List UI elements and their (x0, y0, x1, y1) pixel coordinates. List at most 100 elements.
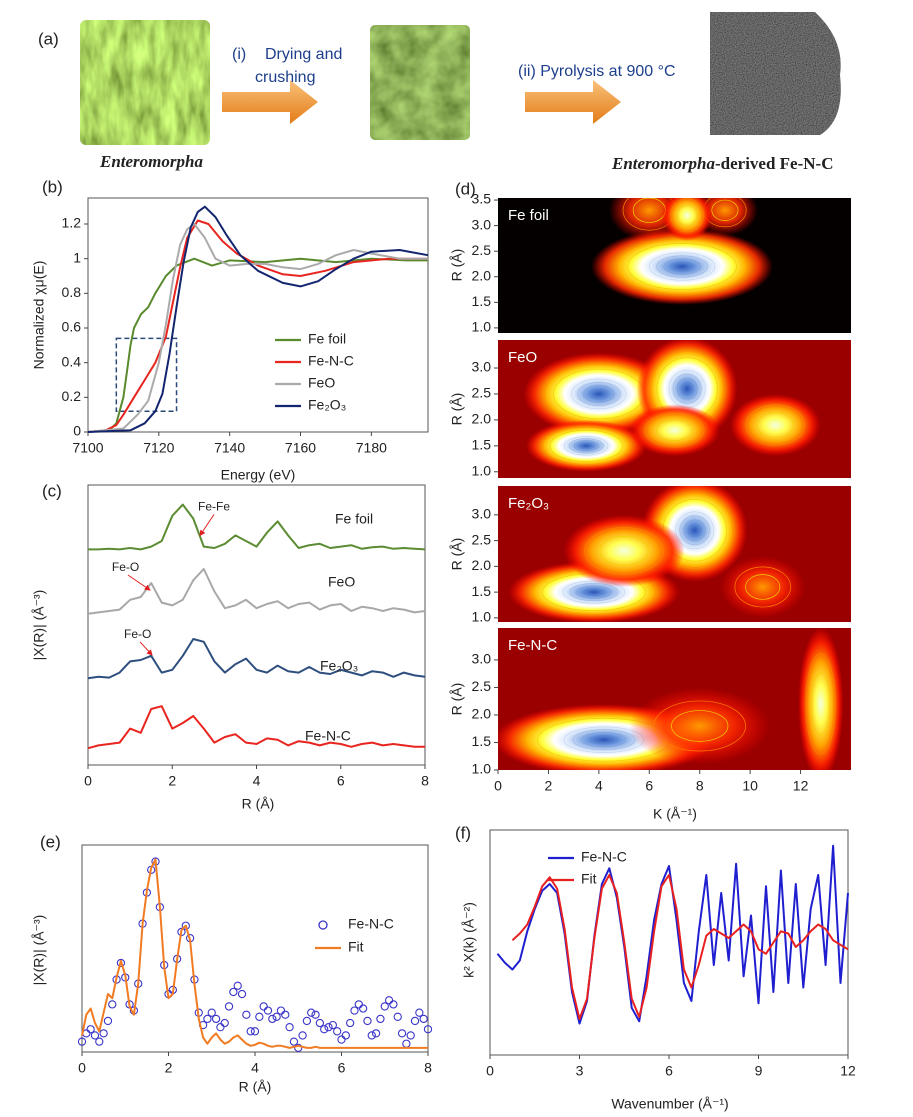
x-tick-label: 2 (545, 778, 553, 794)
data-point (315, 1018, 325, 1028)
data-point (320, 1025, 329, 1034)
contour-line (671, 710, 729, 742)
data-point (77, 1037, 87, 1046)
contour-line (549, 429, 623, 462)
step-text: (ii) Pyrolysis at 900 °C (518, 63, 676, 80)
panel-label: (b) (42, 177, 63, 196)
data-point (324, 1023, 333, 1032)
data-point (402, 1039, 411, 1048)
wavelet-peak (591, 228, 773, 305)
y-tick-label: 1.2 (62, 215, 82, 231)
x-axis-label: Energy (eV) (221, 467, 296, 483)
contour-line (811, 672, 831, 736)
y-tick-label: 1.0 (472, 319, 492, 335)
y-axis-label: |X(R)| (Å⁻³) (31, 590, 47, 661)
contour-line (734, 566, 791, 608)
contour-line (653, 700, 746, 752)
x-tick-label: 9 (755, 1063, 763, 1079)
series-line (87, 219, 428, 433)
y-tick-label: 1.5 (472, 733, 492, 749)
series-line (81, 858, 428, 1049)
contour-line (627, 243, 737, 290)
data-point (328, 1020, 337, 1030)
y-axis-label: Normalized χμ(E) (31, 261, 47, 370)
x-tick-label: 7140 (214, 440, 245, 456)
wavelet-map (523, 340, 821, 472)
contour-line (649, 252, 716, 281)
series-label: Fe foil (335, 511, 373, 527)
y-axis-label: |X(R)| (Å⁻³) (31, 915, 47, 986)
y-tick-label: 3.0 (472, 506, 492, 522)
series-line (88, 503, 426, 551)
wavelet-peak (523, 352, 675, 436)
annotation: Fe-O (124, 627, 151, 641)
data-point (86, 1025, 95, 1034)
contour-line (745, 404, 806, 446)
panel-label: (e) (40, 832, 61, 851)
data-point (211, 1014, 221, 1024)
data-point (415, 1008, 424, 1017)
contour-line (655, 419, 694, 441)
data-point (259, 1002, 268, 1011)
x-tick-label: 8 (424, 1060, 432, 1076)
data-point (423, 1025, 433, 1034)
x-tick-label: 7160 (285, 440, 316, 456)
y-tick-label: 2.5 (472, 678, 492, 694)
step-number: (i) (232, 46, 246, 63)
y-axis-label: R (Å) (449, 538, 465, 571)
contour-line (711, 199, 739, 221)
series-line (87, 257, 428, 433)
y-tick-label: 2.5 (472, 385, 492, 401)
x-tick-label: 7100 (72, 440, 103, 456)
y-tick-label: 0 (73, 423, 81, 439)
contour-line (679, 515, 710, 546)
data-point (371, 1029, 381, 1038)
photo-algae (80, 20, 210, 145)
x-tick-label: 10 (742, 778, 758, 794)
y-axis-label: k² X(k) (Å⁻²) (461, 902, 477, 978)
series-label: Fe-N-C (305, 728, 351, 744)
contour-line (756, 412, 794, 438)
data-point (272, 1012, 281, 1021)
data-point (103, 1016, 113, 1026)
x-tick-label: 7120 (143, 440, 174, 456)
y-tick-label: 2.0 (472, 706, 492, 722)
legend-marker (318, 920, 328, 930)
x-tick-label: 6 (338, 1060, 346, 1076)
step-text: Drying and (265, 46, 342, 63)
data-point (207, 1008, 216, 1017)
data-point (294, 1043, 303, 1053)
plot-frame (87, 197, 429, 433)
data-point (384, 996, 394, 1005)
material-label: Enteromorpha (99, 152, 203, 171)
annotation: Fe-Fe (198, 500, 230, 514)
data-point (108, 1000, 117, 1009)
contour-line (683, 519, 706, 541)
data-point (397, 1029, 407, 1038)
x-axis-label: R (Å) (239, 1079, 272, 1095)
series-line (87, 568, 426, 615)
x-axis-label: R (Å) (242, 796, 275, 812)
panel-label: (c) (42, 481, 62, 500)
y-tick-label: 1.0 (472, 761, 492, 777)
series-line (511, 874, 849, 1020)
data-point (268, 1014, 277, 1024)
series-line (87, 638, 426, 680)
x-axis-label: Wavenumber (Å⁻¹) (611, 1096, 728, 1112)
wavelet-peak (719, 556, 806, 618)
wavelet-peak (798, 628, 844, 770)
legend-label: Fe-N-C (581, 849, 627, 865)
data-point (246, 1027, 255, 1036)
data-point (276, 1006, 286, 1015)
data-point (341, 1031, 350, 1040)
wavelet-peak (661, 198, 713, 241)
data-point (363, 1016, 372, 1026)
data-point (345, 1018, 355, 1028)
contour-line (670, 261, 694, 272)
x-tick-label: 12 (840, 1063, 856, 1079)
data-point (367, 1031, 376, 1040)
wavelet-peak (629, 404, 720, 457)
plot-title: Fe foil (508, 207, 549, 224)
wavelet-peak (729, 393, 821, 457)
